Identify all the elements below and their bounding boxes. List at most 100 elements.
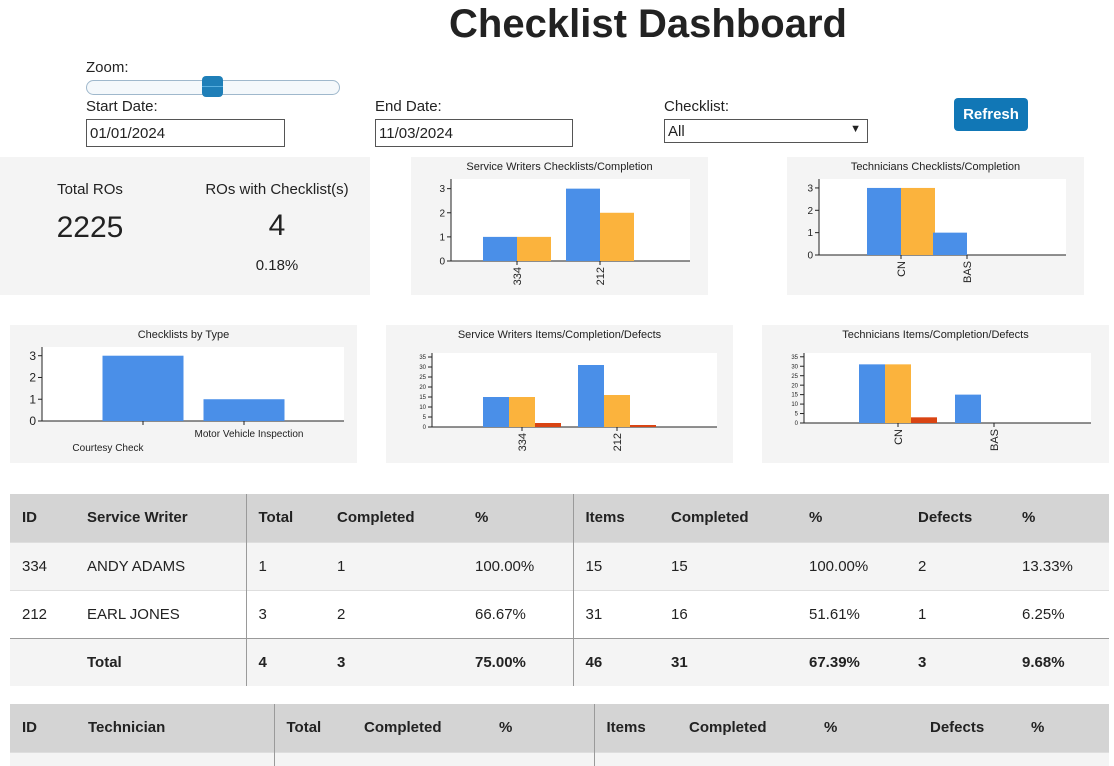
bar <box>955 394 981 423</box>
stats-panel: Total ROs 2225 ROs with Checklist(s) 4 0… <box>0 157 370 295</box>
tech-checklists-chart: Technicians Checklists/Completion 0 1 2 3 CN… <box>787 157 1084 295</box>
y-tick-label: 3 <box>439 184 445 195</box>
sw-checklists-chart: Service Writers Checklists/Completion 0 1… <box>411 157 708 295</box>
cell-pct: 66.67% <box>463 589 574 638</box>
bar <box>578 365 604 427</box>
y-tick-label: 1 <box>439 232 445 243</box>
checklists-by-type-chart: Checklists by Type 0 1 2 3 Courtesy Check Mot… <box>10 325 357 463</box>
y-tick-label: 25 <box>791 374 798 380</box>
bar <box>867 187 901 255</box>
tech-checklists-svg: 0 1 2 3 CN BAS <box>807 179 1066 283</box>
chart-title: Technicians Checklists/Completion <box>850 161 1021 173</box>
y-tick-label: 20 <box>791 383 798 389</box>
cell-items: 15 <box>573 541 659 590</box>
plot-area <box>432 353 717 427</box>
bar <box>859 364 885 423</box>
col-items-pct: % <box>797 494 906 542</box>
x-tick-label: 212 <box>595 267 607 285</box>
table-row[interactable] <box>10 751 1109 766</box>
bar <box>483 397 509 427</box>
start-date-label: Start Date: <box>86 98 158 115</box>
col-technician: Technician <box>76 704 275 752</box>
bar <box>885 364 911 423</box>
col-pct: % <box>463 494 574 542</box>
col-completed: Completed <box>325 494 463 542</box>
x-tick-label: Motor Vehicle Inspection <box>195 429 304 440</box>
chart-title: Checklists by Type <box>137 329 230 341</box>
col-completed: Completed <box>352 704 487 752</box>
table-total-row: Total 4 3 75.00% 46 31 67.39% 3 9.68% <box>10 637 1109 686</box>
chart-title: Service Writers Checklists/Completion <box>466 161 653 173</box>
y-tick-label: 2 <box>807 206 813 217</box>
bar <box>600 212 634 261</box>
cell-total: 3 <box>246 589 325 638</box>
page-title: Checklist Dashboard <box>449 2 847 46</box>
total-ros-label: Total ROs <box>57 181 123 198</box>
y-tick-label: 25 <box>419 375 426 381</box>
sw-checklists-svg: 0 1 2 3 334 212 <box>439 179 690 285</box>
col-items: Items <box>594 704 677 752</box>
table-row[interactable]: 334 ANDY ADAMS 1 1 100.00% 15 15 100.00%… <box>10 541 1109 590</box>
cell-defects: 1 <box>906 589 1010 638</box>
table-row[interactable]: 212 EARL JONES 3 2 66.67% 31 16 51.61% 1… <box>10 589 1109 638</box>
x-tick-label: BAS <box>962 261 974 283</box>
col-total: Total <box>274 704 352 752</box>
col-service-writer: Service Writer <box>75 494 247 542</box>
chart-title: Technicians Items/Completion/Defects <box>842 329 1029 341</box>
col-items-pct: % <box>812 704 918 752</box>
zoom-slider-handle[interactable] <box>202 76 223 97</box>
bar <box>566 188 600 261</box>
cell-items: 31 <box>573 589 659 638</box>
table-header-row: ID Technician Total Completed % Items Co… <box>10 704 1109 752</box>
cell-defects: 2 <box>906 541 1010 590</box>
x-tick-label: 334 <box>517 433 529 451</box>
cell-total-label: Total <box>75 637 247 686</box>
cell-items: 46 <box>573 637 659 686</box>
cell-pct: 75.00% <box>463 637 574 686</box>
cell-defects: 3 <box>906 637 1010 686</box>
y-tick-label: 35 <box>419 355 426 361</box>
checklist-select[interactable]: All ▼ <box>664 119 868 143</box>
x-tick-label: CN <box>893 429 905 445</box>
y-tick-label: 10 <box>791 402 798 408</box>
col-id: ID <box>10 494 75 542</box>
y-tick-label: 30 <box>791 364 798 370</box>
y-tick-label: 0 <box>423 425 427 431</box>
bar <box>911 417 937 423</box>
bar <box>203 399 285 421</box>
cell-items-completed: 15 <box>659 541 797 590</box>
cell-id: 212 <box>10 589 75 638</box>
x-tick-label: CN <box>896 261 908 277</box>
bar <box>535 423 561 427</box>
service-writer-table: ID Service Writer Total Completed % Item… <box>10 494 1109 686</box>
x-tick-label: Courtesy Check <box>72 443 144 454</box>
cell-defects-pct: 9.68% <box>1010 637 1109 686</box>
col-defects: Defects <box>906 494 1010 542</box>
bar <box>933 232 967 255</box>
col-items-completed: Completed <box>659 494 797 542</box>
checklist-label: Checklist: <box>664 98 730 115</box>
cell-total: 1 <box>246 541 325 590</box>
col-items: Items <box>573 494 659 542</box>
cell-items-pct: 100.00% <box>797 541 906 590</box>
cell-defects-pct: 13.33% <box>1010 541 1109 590</box>
cell-defects-pct: 6.25% <box>1010 589 1109 638</box>
y-tick-label: 10 <box>419 405 426 411</box>
end-date-input[interactable]: 11/03/2024 <box>375 119 573 147</box>
bar <box>102 355 184 421</box>
bar <box>483 236 517 261</box>
y-tick-label: 35 <box>791 355 798 361</box>
end-date-label: End Date: <box>375 98 442 115</box>
col-id: ID <box>10 704 76 752</box>
start-date-input[interactable]: 01/01/2024 <box>86 119 285 147</box>
refresh-button[interactable]: Refresh <box>954 98 1028 131</box>
col-pct: % <box>487 704 595 752</box>
y-tick-label: 1 <box>29 392 36 406</box>
col-defects-pct: % <box>1010 494 1109 542</box>
cell-items-pct: 67.39% <box>797 637 906 686</box>
total-ros-value: 2225 <box>56 211 124 244</box>
y-tick-label: 0 <box>439 257 445 268</box>
bar <box>630 425 656 427</box>
cell-service-writer: EARL JONES <box>75 589 247 638</box>
y-tick-label: 3 <box>807 183 813 194</box>
